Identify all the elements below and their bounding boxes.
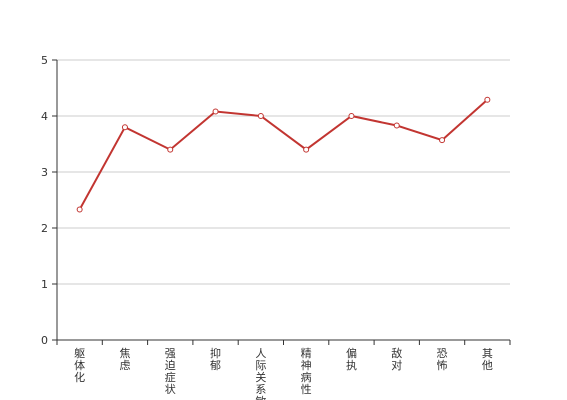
point — [167, 146, 174, 153]
series-line — [78, 99, 489, 211]
point — [257, 113, 264, 119]
x-tick-label: 其他 — [482, 347, 493, 372]
x-tick-label: 焦虑 — [119, 347, 130, 372]
point — [484, 96, 491, 103]
point — [121, 124, 128, 131]
point — [393, 122, 400, 129]
x-tick-label: 恐怖 — [437, 347, 448, 372]
point — [348, 113, 355, 119]
point — [303, 146, 310, 153]
x-tick-label: 人际关系敏感 — [255, 347, 266, 400]
y-tick-label: 5 — [41, 54, 48, 67]
y-tick-label: 1 — [41, 278, 48, 291]
point — [439, 137, 446, 144]
y-tick-label: 0 — [41, 334, 48, 347]
x-tick-label: 躯体化 — [74, 347, 85, 384]
x-tick-label: 偏执 — [346, 346, 357, 372]
x-tick-label: 抑郁 — [210, 346, 221, 372]
y-tick-label: 3 — [41, 166, 48, 179]
x-tick-label: 强迫症状 — [165, 347, 176, 396]
y-tick-label: 4 — [41, 110, 48, 123]
x-tick-label: 敌对 — [391, 346, 402, 372]
x-tick-label: 精神病性 — [301, 347, 312, 396]
point — [212, 108, 219, 115]
y-tick-label: 2 — [41, 222, 48, 235]
point — [76, 206, 83, 213]
